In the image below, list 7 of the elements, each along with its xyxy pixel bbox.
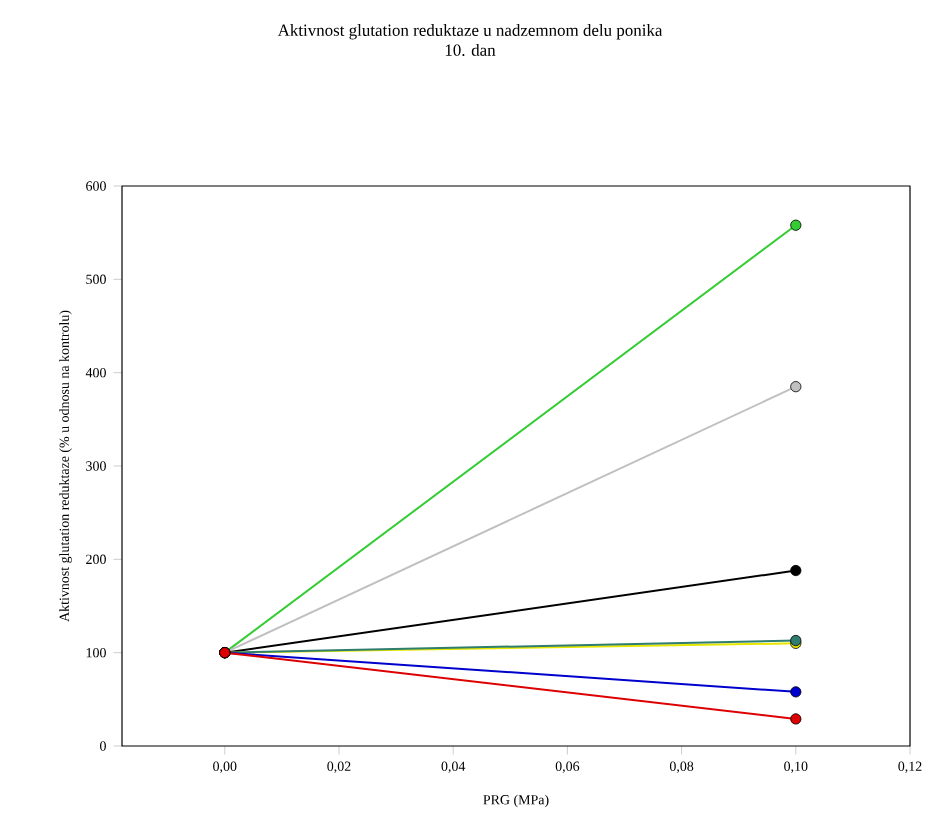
point [790,381,802,393]
point [790,564,802,577]
chart-title: Aktivnost glutation reduktaze u nadzemnom delu ponika [277,24,663,40]
chart-subtitle: 10. dan [445,43,496,56]
point [790,686,802,698]
point [790,219,802,231]
point [790,713,802,725]
